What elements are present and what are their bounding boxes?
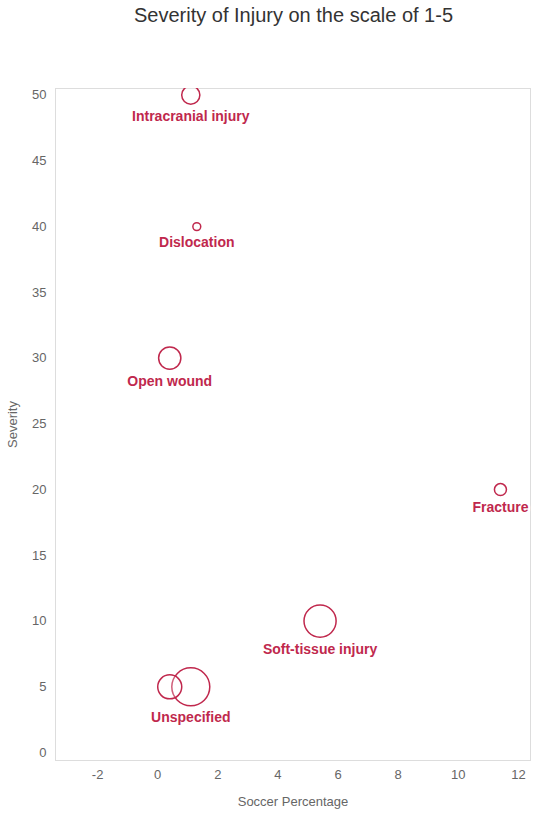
svg-text:Open wound: Open wound: [127, 373, 212, 389]
svg-text:12: 12: [511, 767, 525, 782]
svg-text:20: 20: [32, 482, 46, 497]
svg-text:40: 40: [32, 219, 46, 234]
svg-text:Soft-tissue injury: Soft-tissue injury: [263, 641, 378, 657]
svg-text:10: 10: [32, 613, 46, 628]
html-text:Severity of Injury on the scal: Severity of Injury on the scale of 1-5: [134, 4, 453, 26]
svg-text:5: 5: [39, 679, 46, 694]
svg-text:25: 25: [32, 416, 46, 431]
svg-text:45: 45: [32, 153, 46, 168]
svg-text:Fracture: Fracture: [472, 499, 528, 515]
svg-text:10: 10: [451, 767, 465, 782]
svg-text:6: 6: [334, 767, 341, 782]
svg-text:0: 0: [154, 767, 161, 782]
svg-text:0: 0: [39, 745, 46, 760]
svg-text:Soccer Percentage: Soccer Percentage: [238, 794, 349, 809]
svg-text:Intracranial injury: Intracranial injury: [132, 108, 250, 124]
svg-text:30: 30: [32, 350, 46, 365]
svg-text:15: 15: [32, 548, 46, 563]
svg-text:50: 50: [32, 87, 46, 102]
svg-text:2: 2: [214, 767, 221, 782]
svg-text:-2: -2: [92, 767, 104, 782]
svg-text:35: 35: [32, 284, 46, 299]
svg-text:Dislocation: Dislocation: [159, 234, 234, 250]
svg-text:Severity: Severity: [5, 401, 20, 448]
svg-text:4: 4: [274, 767, 281, 782]
svg-text:Unspecified: Unspecified: [151, 709, 230, 725]
svg-text:8: 8: [395, 767, 402, 782]
